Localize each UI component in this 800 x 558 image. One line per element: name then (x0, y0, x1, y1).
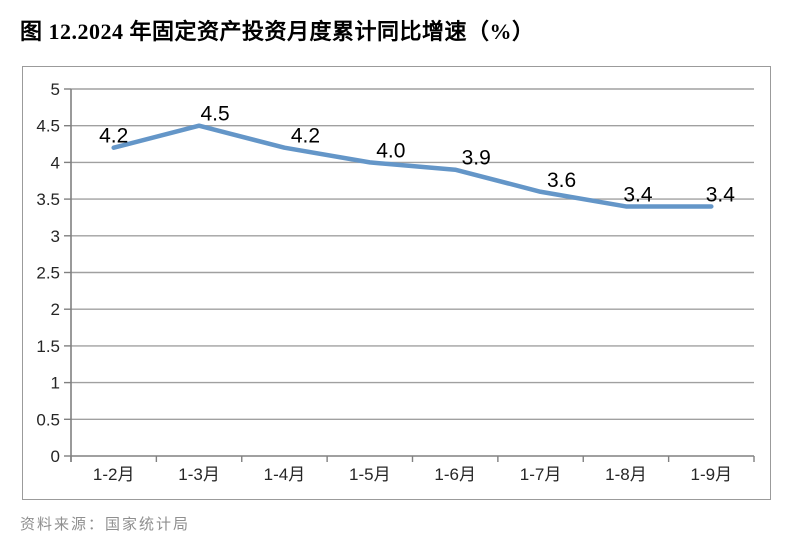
x-tick-label: 1-4月 (264, 465, 306, 484)
y-tick-label: 4.5 (36, 117, 60, 136)
x-tick-label: 1-8月 (605, 465, 647, 484)
chart-frame: 0 0.5 1 1.5 2 2.5 3 3.5 4 4.5 5 1-2月 1-3月 1-4月 1-5月 1-6… (22, 66, 771, 500)
data-label: 4.0 (376, 139, 405, 162)
y-tick-label: 0.5 (36, 410, 60, 429)
x-tick-label: 1-7月 (520, 465, 562, 484)
data-label: 4.2 (99, 125, 128, 148)
data-label: 4.2 (291, 125, 320, 148)
y-tick-label: 3.5 (36, 190, 60, 209)
data-label: 3.4 (623, 183, 653, 206)
x-tick-label: 1-5月 (349, 465, 391, 484)
y-tick-label: 2.5 (36, 264, 60, 283)
y-tick-label: 1.5 (36, 337, 60, 356)
line-chart: 0 0.5 1 1.5 2 2.5 3 3.5 4 4.5 5 1-2月 1-3月 1-4月 1-5月 1-6… (36, 80, 755, 484)
y-tick-label: 3 (51, 227, 60, 246)
chart-title: 图 12.2024 年固定资产投资月度累计同比增速（%） (20, 19, 535, 44)
data-label: 4.5 (200, 103, 229, 126)
data-line (111, 123, 714, 209)
data-label: 3.6 (547, 169, 576, 192)
y-tick-label: 1 (51, 374, 60, 393)
y-tick-label: 4 (51, 153, 60, 172)
y-tick-label: 0 (51, 447, 60, 466)
data-label: 3.9 (462, 147, 491, 170)
y-tick-label: 5 (51, 80, 60, 99)
x-tick-label: 1-2月 (93, 465, 135, 484)
x-tick-label: 1-9月 (691, 465, 733, 484)
x-tick-label: 1-3月 (178, 465, 220, 484)
y-tick-label: 2 (51, 300, 60, 319)
source-note: 资料来源：国家统计局 (20, 517, 191, 533)
x-tick-label: 1-6月 (434, 465, 476, 484)
data-label: 3.4 (706, 183, 736, 206)
